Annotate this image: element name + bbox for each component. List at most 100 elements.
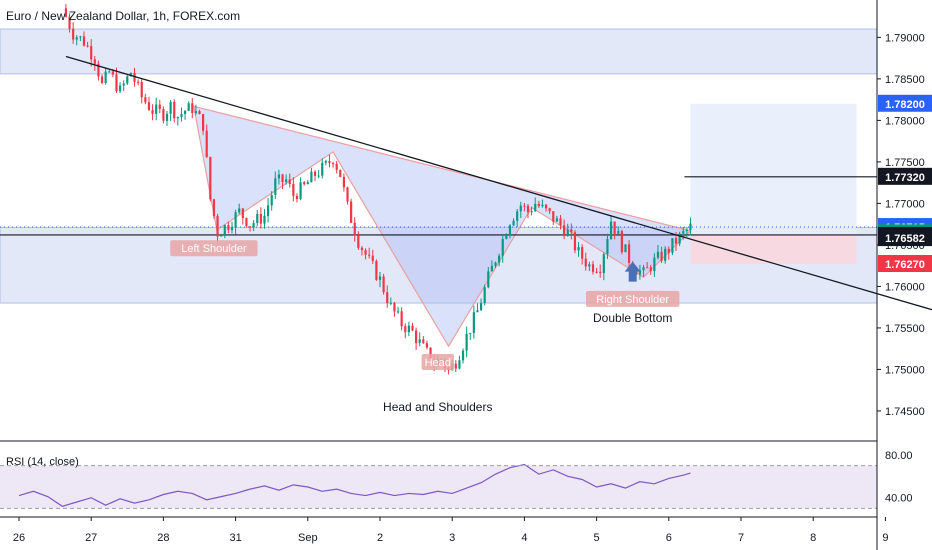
- candle: [176, 116, 179, 126]
- candle-body: [411, 325, 414, 331]
- candle: [75, 35, 78, 46]
- candle-body: [274, 178, 277, 195]
- candle: [461, 348, 465, 364]
- long-position-box[interactable]: [690, 103, 857, 264]
- candle: [360, 246, 364, 256]
- candle-body: [310, 171, 313, 183]
- candle: [126, 75, 129, 86]
- candle: [548, 207, 551, 215]
- candle: [378, 272, 382, 288]
- candle: [638, 264, 642, 280]
- candle-body: [516, 211, 519, 221]
- horizontal-levels[interactable]: [0, 176, 877, 236]
- target-zone[interactable]: [690, 103, 857, 235]
- candle-body: [664, 248, 667, 261]
- pattern-label-bg-0: [170, 240, 258, 257]
- candle: [86, 41, 89, 48]
- price-tag-label-1: 1.77320: [885, 172, 925, 184]
- candle: [270, 191, 273, 211]
- candle: [241, 207, 244, 225]
- candle: [82, 31, 86, 47]
- price-tick-label: 1.74500: [885, 406, 925, 418]
- candle: [476, 303, 479, 313]
- candle-body: [180, 113, 183, 118]
- candle-body: [90, 46, 93, 60]
- candle: [252, 220, 255, 232]
- candle: [494, 261, 497, 269]
- candle: [313, 170, 317, 181]
- candle-body: [584, 258, 587, 267]
- candle-body: [317, 175, 320, 177]
- candle: [573, 230, 577, 254]
- candle-body: [126, 76, 129, 84]
- candle: [79, 35, 82, 42]
- candle-body: [133, 72, 136, 82]
- price-tag-label-0: 1.78200: [885, 99, 925, 111]
- candle: [321, 158, 324, 179]
- candle-body: [227, 225, 230, 230]
- time-tick-label: 26: [13, 532, 25, 544]
- candle-body: [277, 174, 281, 179]
- candle: [591, 260, 595, 275]
- candle-body: [537, 203, 540, 207]
- candle-body: [285, 179, 288, 182]
- candle-body: [461, 350, 465, 361]
- candle-body: [617, 231, 620, 234]
- candle: [609, 215, 613, 240]
- candle: [678, 231, 681, 247]
- candle: [158, 99, 161, 114]
- candle-body: [494, 262, 497, 266]
- candle-body: [530, 211, 533, 213]
- candle-body: [155, 104, 158, 114]
- price-tag-0: [878, 94, 932, 112]
- candle: [415, 327, 418, 350]
- candle-body: [72, 28, 75, 40]
- candle-body: [137, 81, 140, 83]
- candle-body: [191, 103, 194, 114]
- price-tags: 1.782001.773201.7671526:181.766081.76582…: [878, 94, 932, 272]
- candle-body: [548, 208, 551, 212]
- candle: [375, 259, 378, 281]
- annotation-1: Double Bottom: [593, 311, 672, 325]
- candle: [230, 221, 234, 234]
- chart-annotations: Head and Shoulders Double Bottom: [383, 311, 672, 414]
- candle: [187, 101, 190, 112]
- candle-body: [144, 97, 147, 103]
- candle-body: [458, 360, 461, 369]
- stop-zone[interactable]: [690, 234, 857, 264]
- candle-body: [266, 205, 270, 216]
- candle: [202, 113, 205, 135]
- candle-body: [360, 247, 364, 250]
- candle: [137, 79, 140, 86]
- candle-body: [479, 303, 483, 311]
- time-tick-label: 2: [377, 532, 383, 544]
- up-arrow-shape: [624, 261, 641, 282]
- time-tick-label: 9: [882, 532, 888, 544]
- candle: [368, 247, 371, 259]
- candle-body: [591, 264, 595, 272]
- price-tick-label: 1.79000: [885, 32, 925, 44]
- candle-body: [581, 247, 584, 259]
- time-tick-label: 7: [738, 532, 744, 544]
- candle-body: [270, 194, 273, 206]
- candle: [335, 160, 338, 174]
- candle: [411, 322, 414, 332]
- candle: [328, 154, 331, 168]
- candle-body: [299, 182, 302, 200]
- descending-trendline[interactable]: [65, 55, 932, 313]
- candle-body: [393, 302, 396, 312]
- candle-body: [234, 212, 237, 228]
- candle: [646, 261, 649, 269]
- candle-body: [667, 248, 670, 253]
- up-arrow-icon: [624, 261, 641, 282]
- candle: [472, 305, 475, 339]
- candle-body: [418, 339, 421, 343]
- candle: [245, 217, 248, 228]
- candle-body: [93, 59, 96, 64]
- candle: [382, 273, 385, 295]
- candle-body: [653, 257, 656, 272]
- candle: [642, 264, 645, 277]
- candle-body: [526, 205, 530, 213]
- candle-body: [281, 174, 284, 182]
